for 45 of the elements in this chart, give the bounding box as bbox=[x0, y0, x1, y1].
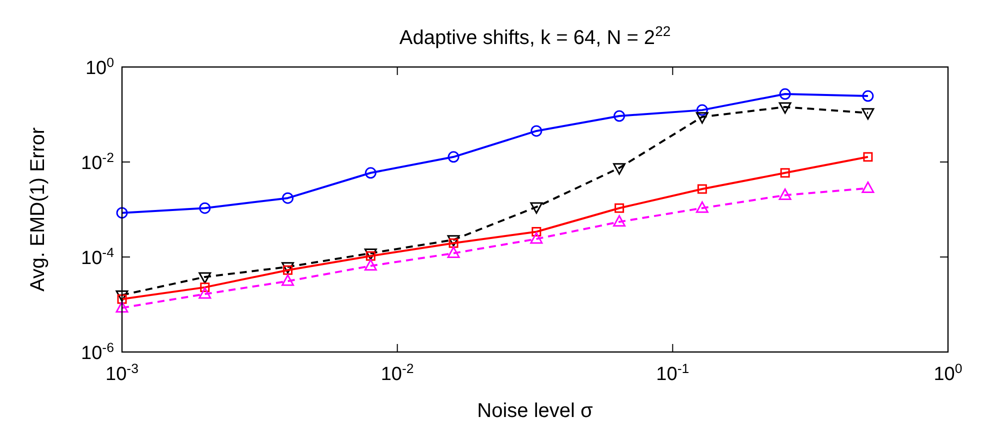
x-tick-label: 10$^{-2}$ bbox=[380, 360, 414, 385]
x-tick-label: 10$^{0}$ bbox=[934, 360, 962, 385]
point bbox=[779, 88, 791, 100]
point bbox=[116, 207, 128, 219]
chart-title: Adaptive shifts, k = 64, N = 2$^{22}$ bbox=[399, 23, 671, 49]
point bbox=[282, 192, 294, 204]
point bbox=[863, 152, 873, 162]
point bbox=[448, 151, 460, 163]
point bbox=[116, 290, 128, 302]
point bbox=[447, 235, 460, 247]
point bbox=[696, 201, 708, 213]
point bbox=[199, 202, 211, 214]
y-tick-label: 10$^{-4}$ bbox=[81, 244, 114, 269]
point bbox=[696, 104, 708, 116]
point bbox=[282, 262, 294, 274]
y-tick-label: 10$^{0}$ bbox=[85, 54, 114, 79]
point bbox=[198, 287, 212, 299]
x-tick-label: 10$^{-1}$ bbox=[656, 360, 690, 385]
point bbox=[862, 182, 874, 194]
point bbox=[447, 246, 460, 258]
point bbox=[282, 274, 294, 286]
point bbox=[530, 232, 543, 244]
point bbox=[696, 112, 708, 124]
point bbox=[862, 90, 874, 102]
point bbox=[530, 125, 542, 137]
point bbox=[614, 110, 626, 122]
point bbox=[780, 168, 790, 178]
point bbox=[200, 282, 210, 292]
point bbox=[862, 108, 874, 120]
point bbox=[614, 203, 624, 213]
x-axis-title: Noise level σ bbox=[477, 400, 594, 422]
y-tick-label: 10$^{-2}$ bbox=[81, 150, 114, 174]
point bbox=[530, 202, 543, 214]
point bbox=[778, 188, 792, 200]
point bbox=[364, 167, 376, 179]
point bbox=[364, 259, 377, 271]
y-axis-title: Avg. EMD(1) Error bbox=[27, 127, 49, 292]
point bbox=[198, 272, 212, 284]
point bbox=[778, 102, 792, 114]
point bbox=[613, 215, 626, 227]
point bbox=[364, 248, 377, 260]
point bbox=[532, 227, 542, 237]
point bbox=[697, 184, 707, 194]
point bbox=[613, 163, 626, 175]
point bbox=[116, 301, 128, 313]
